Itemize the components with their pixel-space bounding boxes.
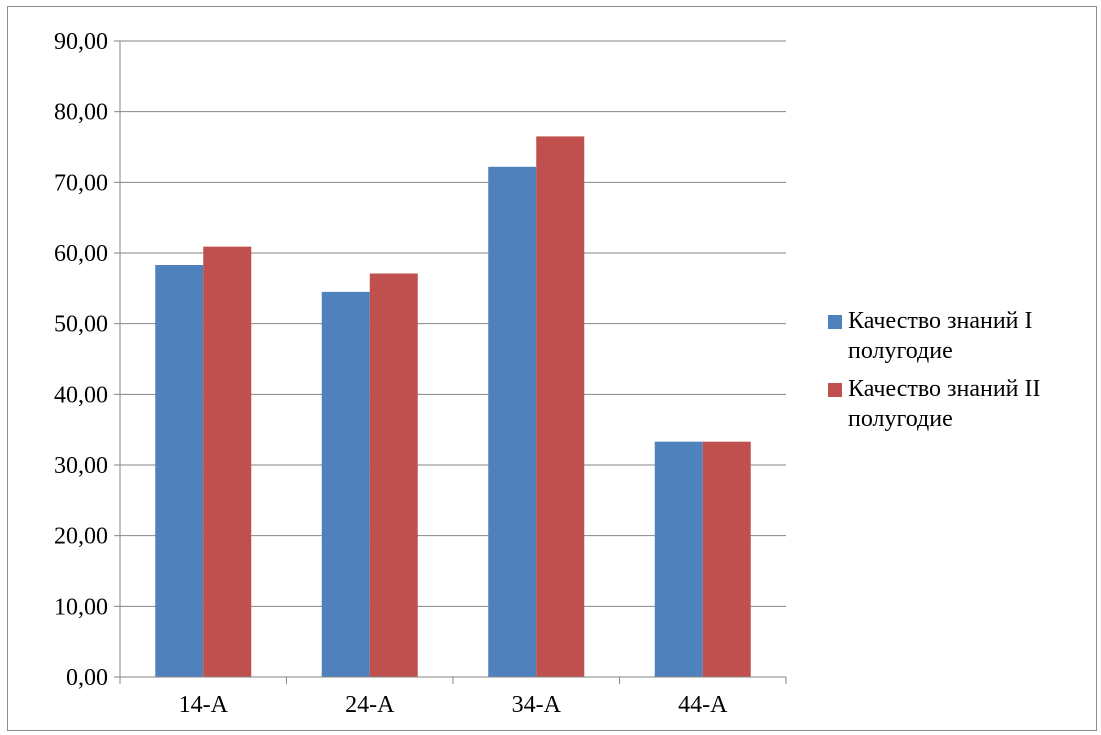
- legend: Качество знаний I полугодие Качество зна…: [828, 306, 1098, 442]
- y-tick-label-4: 40,00: [54, 382, 108, 408]
- legend-label-series-1-line2: полугодие: [848, 338, 953, 364]
- y-tick-label-5: 50,00: [54, 312, 108, 338]
- bar-series-1-3: [654, 441, 703, 677]
- bar-series-2-2: [536, 136, 585, 677]
- legend-label-series-1-line1: Качество знаний I: [848, 308, 1033, 334]
- x-tick-label-3: 44-А: [678, 692, 728, 718]
- y-tick-label-1: 10,00: [54, 594, 108, 620]
- bar-series-2-0: [203, 246, 252, 677]
- legend-item-series-2: Качество знаний II полугодие: [828, 374, 1098, 434]
- y-tick-label-6: 60,00: [54, 241, 108, 267]
- legend-swatch-series-1: [828, 315, 842, 329]
- bar-chart: 0,00 10,00 20,00 30,00 40,00 50,00 60,00 70,00 8…: [54, 29, 787, 718]
- y-tick-label-2: 20,00: [54, 524, 108, 550]
- bar-series-1-1: [321, 291, 370, 677]
- legend-swatch-series-2: [828, 383, 842, 397]
- legend-label-series-2-line2: полугодие: [848, 406, 953, 432]
- y-tick-label-7: 70,00: [54, 170, 108, 196]
- bar-series-2-3: [702, 441, 751, 677]
- y-tick-label-3: 30,00: [54, 453, 108, 479]
- x-tick-label-2: 34-А: [512, 692, 562, 718]
- bar-series-2-1: [369, 273, 418, 677]
- bar-series-1-0: [155, 265, 204, 677]
- legend-item-series-1: Качество знаний I полугодие: [828, 306, 1098, 366]
- y-tick-label-8: 80,00: [54, 100, 108, 126]
- x-tick-label-0: 14-А: [179, 692, 229, 718]
- bar-series-1-2: [488, 166, 537, 677]
- y-tick-label-9: 90,00: [54, 29, 108, 55]
- y-tick-label-0: 0,00: [66, 665, 108, 691]
- x-tick-label-1: 24-А: [345, 692, 395, 718]
- chart-area: 0,00 10,00 20,00 30,00 40,00 50,00 60,00 70,00 8…: [7, 6, 1097, 731]
- legend-label-series-2-line1: Качество знаний II: [848, 376, 1041, 402]
